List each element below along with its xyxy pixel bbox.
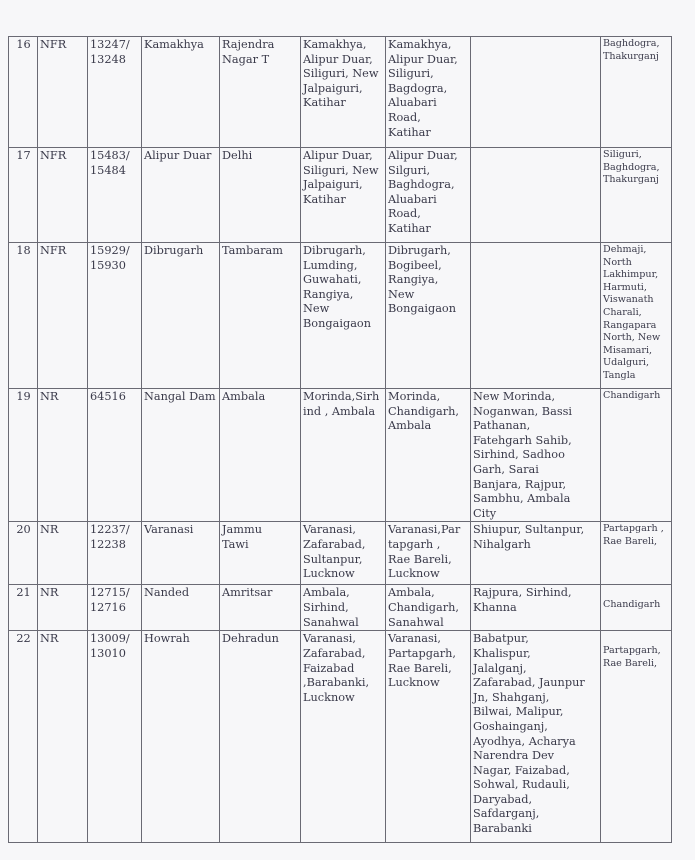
new-route: Kamakhya, Alipur Duar, Siliguri, Bagdogr… (385, 36, 471, 148)
from-station: Dibrugarh (141, 242, 220, 389)
zone: NFR (37, 147, 88, 243)
zone: NFR (37, 242, 88, 389)
train-number: 12715/ 12716 (87, 584, 142, 632)
old-route: Morinda,Sirh ind , Ambala (300, 387, 386, 523)
table-row: 20 NR 12237/ 12238 Varanasi Jammu Tawi V… (8, 521, 672, 586)
stations-dropped: Partapgarh , Rae Bareli, (600, 521, 672, 586)
table-row: 18 NFR 15929/ 15930 Dibrugarh Tambaram D… (8, 242, 672, 389)
old-route: Varanasi, Zafarabad, Sultanpur, Lucknow (300, 521, 386, 586)
to-station: Tambaram (219, 242, 301, 389)
serial-number: 18 (8, 242, 38, 389)
train-number: 15483/ 15484 (87, 147, 142, 243)
stations-dropped: Dehmaji, North Lakhimpur, Harmuti, Viswa… (600, 242, 672, 389)
table-row: 16 NFR 13247/ 13248 Kamakhya Rajendra Na… (8, 36, 672, 148)
to-station: Dehradun (219, 630, 301, 844)
old-route: Alipur Duar, Siliguri, New Jalpaiguri, K… (300, 147, 386, 243)
stations-dropped: Baghdogra, Thakurganj (600, 36, 672, 148)
train-number: 12237/ 12238 (87, 521, 142, 586)
train-number: 13009/ 13010 (87, 630, 142, 844)
old-route: Ambala, Sirhind, Sanahwal (300, 584, 386, 632)
new-route: Varanasi,Par tapgarh , Rae Bareli, Luckn… (385, 521, 471, 586)
from-station: Nangal Dam (141, 387, 220, 523)
zone: NR (37, 630, 88, 844)
stations-dropped: Partapgarh, Rae Bareli, (600, 630, 672, 844)
stations-dropped: Siliguri, Baghdogra, Thakurganj (600, 147, 672, 243)
from-station: Alipur Duar (141, 147, 220, 243)
new-route: Morinda, Chandigarh, Ambala (385, 387, 471, 523)
to-station: Delhi (219, 147, 301, 243)
serial-number: 22 (8, 630, 38, 844)
serial-number: 21 (8, 584, 38, 632)
table-row: 22 NR 13009/ 13010 Howrah Dehradun Varan… (8, 630, 672, 844)
new-route: Varanasi, Partapgarh, Rae Bareli, Luckno… (385, 630, 471, 844)
to-station: Rajendra Nagar T (219, 36, 301, 148)
stations-added: Rajpura, Sirhind, Khanna (470, 584, 601, 632)
to-station: Jammu Tawi (219, 521, 301, 586)
from-station: Varanasi (141, 521, 220, 586)
serial-number: 19 (8, 387, 38, 523)
new-route: Alipur Duar, Silguri, Baghdogra, Aluabar… (385, 147, 471, 243)
train-number: 13247/ 13248 (87, 36, 142, 148)
from-station: Howrah (141, 630, 220, 844)
table-row: 21 NR 12715/ 12716 Nanded Amritsar Ambal… (8, 584, 672, 632)
from-station: Nanded (141, 584, 220, 632)
stations-added: Shiupur, Sultanpur, Nihalgarh (470, 521, 601, 586)
table-row: 17 NFR 15483/ 15484 Alipur Duar Delhi Al… (8, 147, 672, 243)
train-number: 64516 (87, 387, 142, 523)
table-row: 19 NR 64516 Nangal Dam Ambala Morinda,Si… (8, 387, 672, 523)
stations-added (470, 242, 601, 389)
stations-added: Babatpur, Khalispur, Jalalganj, Zafaraba… (470, 630, 601, 844)
stations-dropped: Chandigarh (600, 584, 672, 632)
new-route: Ambala, Chandigarh, Sanahwal (385, 584, 471, 632)
old-route: Dibrugarh, Lumding, Guwahati, Rangiya, N… (300, 242, 386, 389)
zone: NFR (37, 36, 88, 148)
stations-added (470, 147, 601, 243)
serial-number: 20 (8, 521, 38, 586)
stations-added: New Morinda, Noganwan, Bassi Pathanan, F… (470, 387, 601, 523)
train-number: 15929/ 15930 (87, 242, 142, 389)
old-route: Varanasi, Zafarabad, Faizabad ,Barabanki… (300, 630, 386, 844)
serial-number: 17 (8, 147, 38, 243)
from-station: Kamakhya (141, 36, 220, 148)
zone: NR (37, 521, 88, 586)
to-station: Amritsar (219, 584, 301, 632)
new-route: Dibrugarh, Bogibeel, Rangiya, New Bongai… (385, 242, 471, 389)
to-station: Ambala (219, 387, 301, 523)
zone: NR (37, 387, 88, 523)
stations-added (470, 36, 601, 148)
train-route-table: 16 NFR 13247/ 13248 Kamakhya Rajendra Na… (8, 36, 672, 844)
stations-dropped: Chandigarh (600, 387, 672, 523)
old-route: Kamakhya, Alipur Duar, Siliguri, New Jal… (300, 36, 386, 148)
zone: NR (37, 584, 88, 632)
serial-number: 16 (8, 36, 38, 148)
